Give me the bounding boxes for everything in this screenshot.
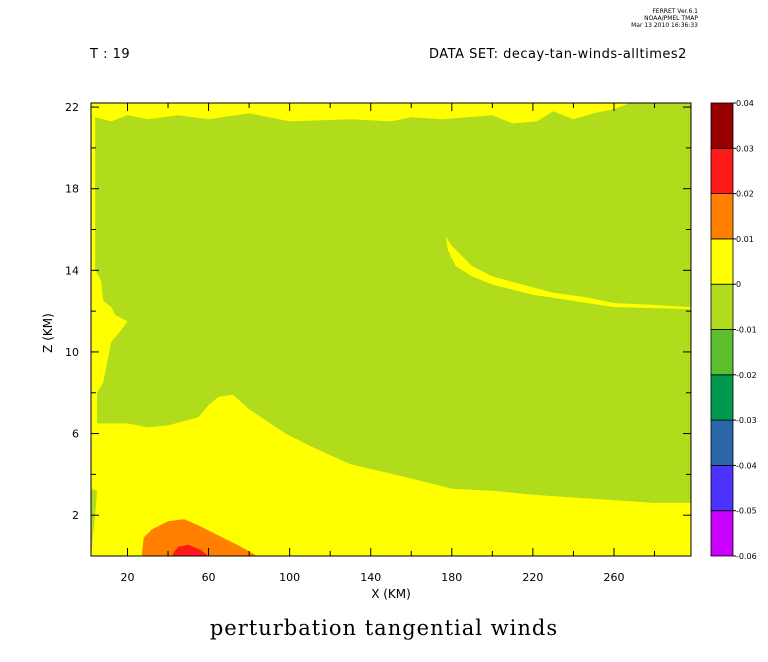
colorbar-label: 0.03 bbox=[736, 144, 754, 153]
y-tick-label: 18 bbox=[65, 183, 79, 196]
colorbar-swatch bbox=[710, 283, 734, 330]
x-axis-label: X (KM) bbox=[371, 587, 411, 601]
colorbar-swatch bbox=[710, 193, 734, 240]
chart-title: perturbation tangential winds bbox=[209, 616, 559, 640]
x-tick-label: 260 bbox=[603, 571, 624, 584]
y-axis-label: Z (KM) bbox=[41, 313, 55, 353]
y-tick-label: 10 bbox=[65, 346, 79, 359]
colorbar-swatch bbox=[710, 238, 734, 285]
colorbar-label: -0.03 bbox=[736, 416, 757, 425]
colorbar-label: -0.06 bbox=[736, 552, 757, 561]
x-tick-label: 100 bbox=[279, 571, 300, 584]
colorbar-label: -0.05 bbox=[736, 507, 757, 516]
colorbar-label: 0.01 bbox=[736, 235, 754, 244]
y-tick-label: 2 bbox=[72, 509, 79, 522]
colorbar-label: 0 bbox=[736, 280, 741, 289]
time-step-label: T : 19 bbox=[90, 47, 131, 62]
colorbar-swatch bbox=[710, 102, 734, 149]
ferret-version: FERRET Ver.6.1 bbox=[652, 8, 698, 15]
dataset-label: DATA SET: decay-tan-winds-alltimes2 bbox=[429, 47, 687, 62]
colorbar-label: -0.04 bbox=[736, 461, 757, 470]
colorbar-swatch bbox=[710, 147, 734, 195]
colorbar-label: -0.01 bbox=[736, 326, 757, 335]
ferret-timestamp: Mar 13 2010 16:36:33 bbox=[631, 22, 698, 29]
x-tick-label: 60 bbox=[202, 571, 216, 584]
contour-region-3 bbox=[172, 544, 209, 556]
ferret-org: NOAA/PMEL TMAP bbox=[644, 15, 698, 22]
contour-region-4 bbox=[91, 488, 98, 556]
colorbar-label: 0.04 bbox=[736, 99, 754, 108]
x-tick-label: 20 bbox=[120, 571, 134, 584]
ferret-stamp: FERRET Ver.6.1 NOAA/PMEL TMAP Mar 13 201… bbox=[631, 8, 698, 29]
colorbar-label: 0.02 bbox=[736, 190, 754, 199]
colorbar-swatch bbox=[710, 510, 734, 557]
colorbar-label: -0.02 bbox=[736, 371, 757, 380]
x-tick-label: 180 bbox=[441, 571, 462, 584]
colorbar-swatch bbox=[710, 374, 734, 421]
x-tick-label: 140 bbox=[360, 571, 381, 584]
colorbar-swatch bbox=[710, 329, 734, 376]
x-tick-label: 220 bbox=[522, 571, 543, 584]
y-tick-label: 14 bbox=[65, 264, 79, 277]
colorbar-swatch bbox=[710, 419, 734, 466]
y-tick-label: 6 bbox=[72, 428, 79, 441]
contour-region-1 bbox=[95, 103, 691, 503]
y-tick-label: 22 bbox=[65, 101, 79, 114]
colorbar-swatch bbox=[710, 464, 734, 512]
plot-frame bbox=[90, 102, 692, 557]
contour-region-2 bbox=[141, 519, 258, 556]
